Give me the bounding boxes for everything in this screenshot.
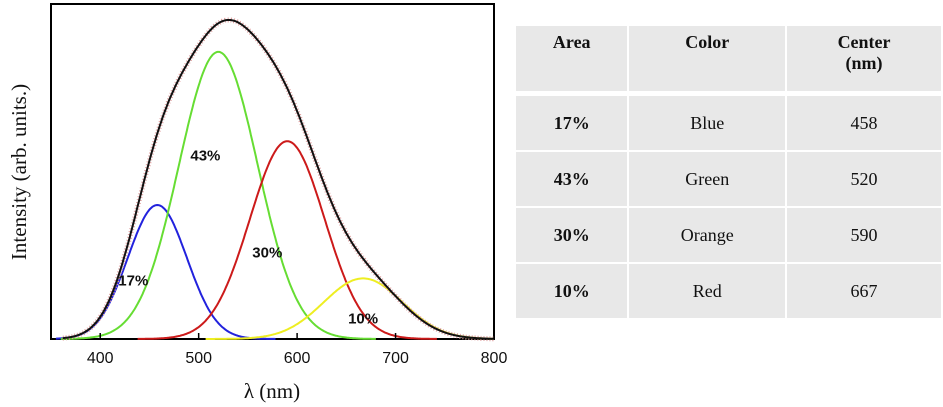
x-tick-label-600: 600	[284, 350, 311, 367]
table-row: 17% Blue 458	[516, 91, 941, 151]
y-axis-label: Intensity (arb. units.)	[7, 84, 31, 260]
cell-center: 520	[785, 150, 941, 207]
x-ticks-layer: 400 500 600 700 800	[87, 333, 508, 367]
cell-center: 458	[785, 91, 941, 151]
header-center-unit: (nm)	[845, 53, 883, 73]
cell-color: Green	[627, 150, 787, 207]
component-curve-520	[60, 50, 376, 340]
table-row: 30% Orange 590	[516, 206, 941, 263]
emission-spectrum-chart: 17% 43% 30% 10% 400 500 600 700 800 λ (nm) Inte…	[7, 3, 508, 403]
peak-label-43pct: 43%	[190, 147, 220, 164]
table-row: 10% Red 667	[516, 262, 941, 318]
table-header-row: Area Color Center (nm)	[516, 26, 941, 94]
cell-area: 10%	[516, 262, 629, 318]
x-tick-label-700: 700	[382, 350, 409, 367]
peak-fit-table: Area Color Center (nm) 17% Blue 458 43% …	[516, 26, 941, 318]
cell-color: Blue	[627, 91, 787, 151]
header-center: Center (nm)	[785, 26, 941, 94]
peak-label-17pct: 17%	[118, 273, 148, 290]
component-curve-590	[137, 140, 437, 340]
cell-center: 667	[785, 262, 941, 318]
peak-label-10pct: 10%	[348, 311, 378, 328]
cell-area: 17%	[516, 91, 629, 151]
peak-label-30pct: 30%	[252, 245, 282, 262]
curves-layer	[55, 17, 495, 342]
x-tick-label-400: 400	[87, 350, 114, 367]
header-center-title: Center	[837, 32, 891, 52]
cell-color: Orange	[627, 206, 787, 263]
cell-color: Red	[627, 262, 787, 318]
header-color: Color	[627, 26, 787, 94]
cell-area: 43%	[516, 150, 629, 207]
cell-center: 590	[785, 206, 941, 263]
cell-area: 30%	[516, 206, 629, 263]
x-tick-label-500: 500	[185, 350, 212, 367]
table-row: 43% Green 520	[516, 150, 941, 207]
x-axis-label: λ (nm)	[244, 379, 300, 403]
header-area: Area	[552, 32, 591, 52]
peak-labels-layer: 17% 43% 30% 10%	[118, 147, 378, 327]
x-tick-label-800: 800	[481, 350, 508, 367]
envelope-curve	[62, 19, 494, 340]
